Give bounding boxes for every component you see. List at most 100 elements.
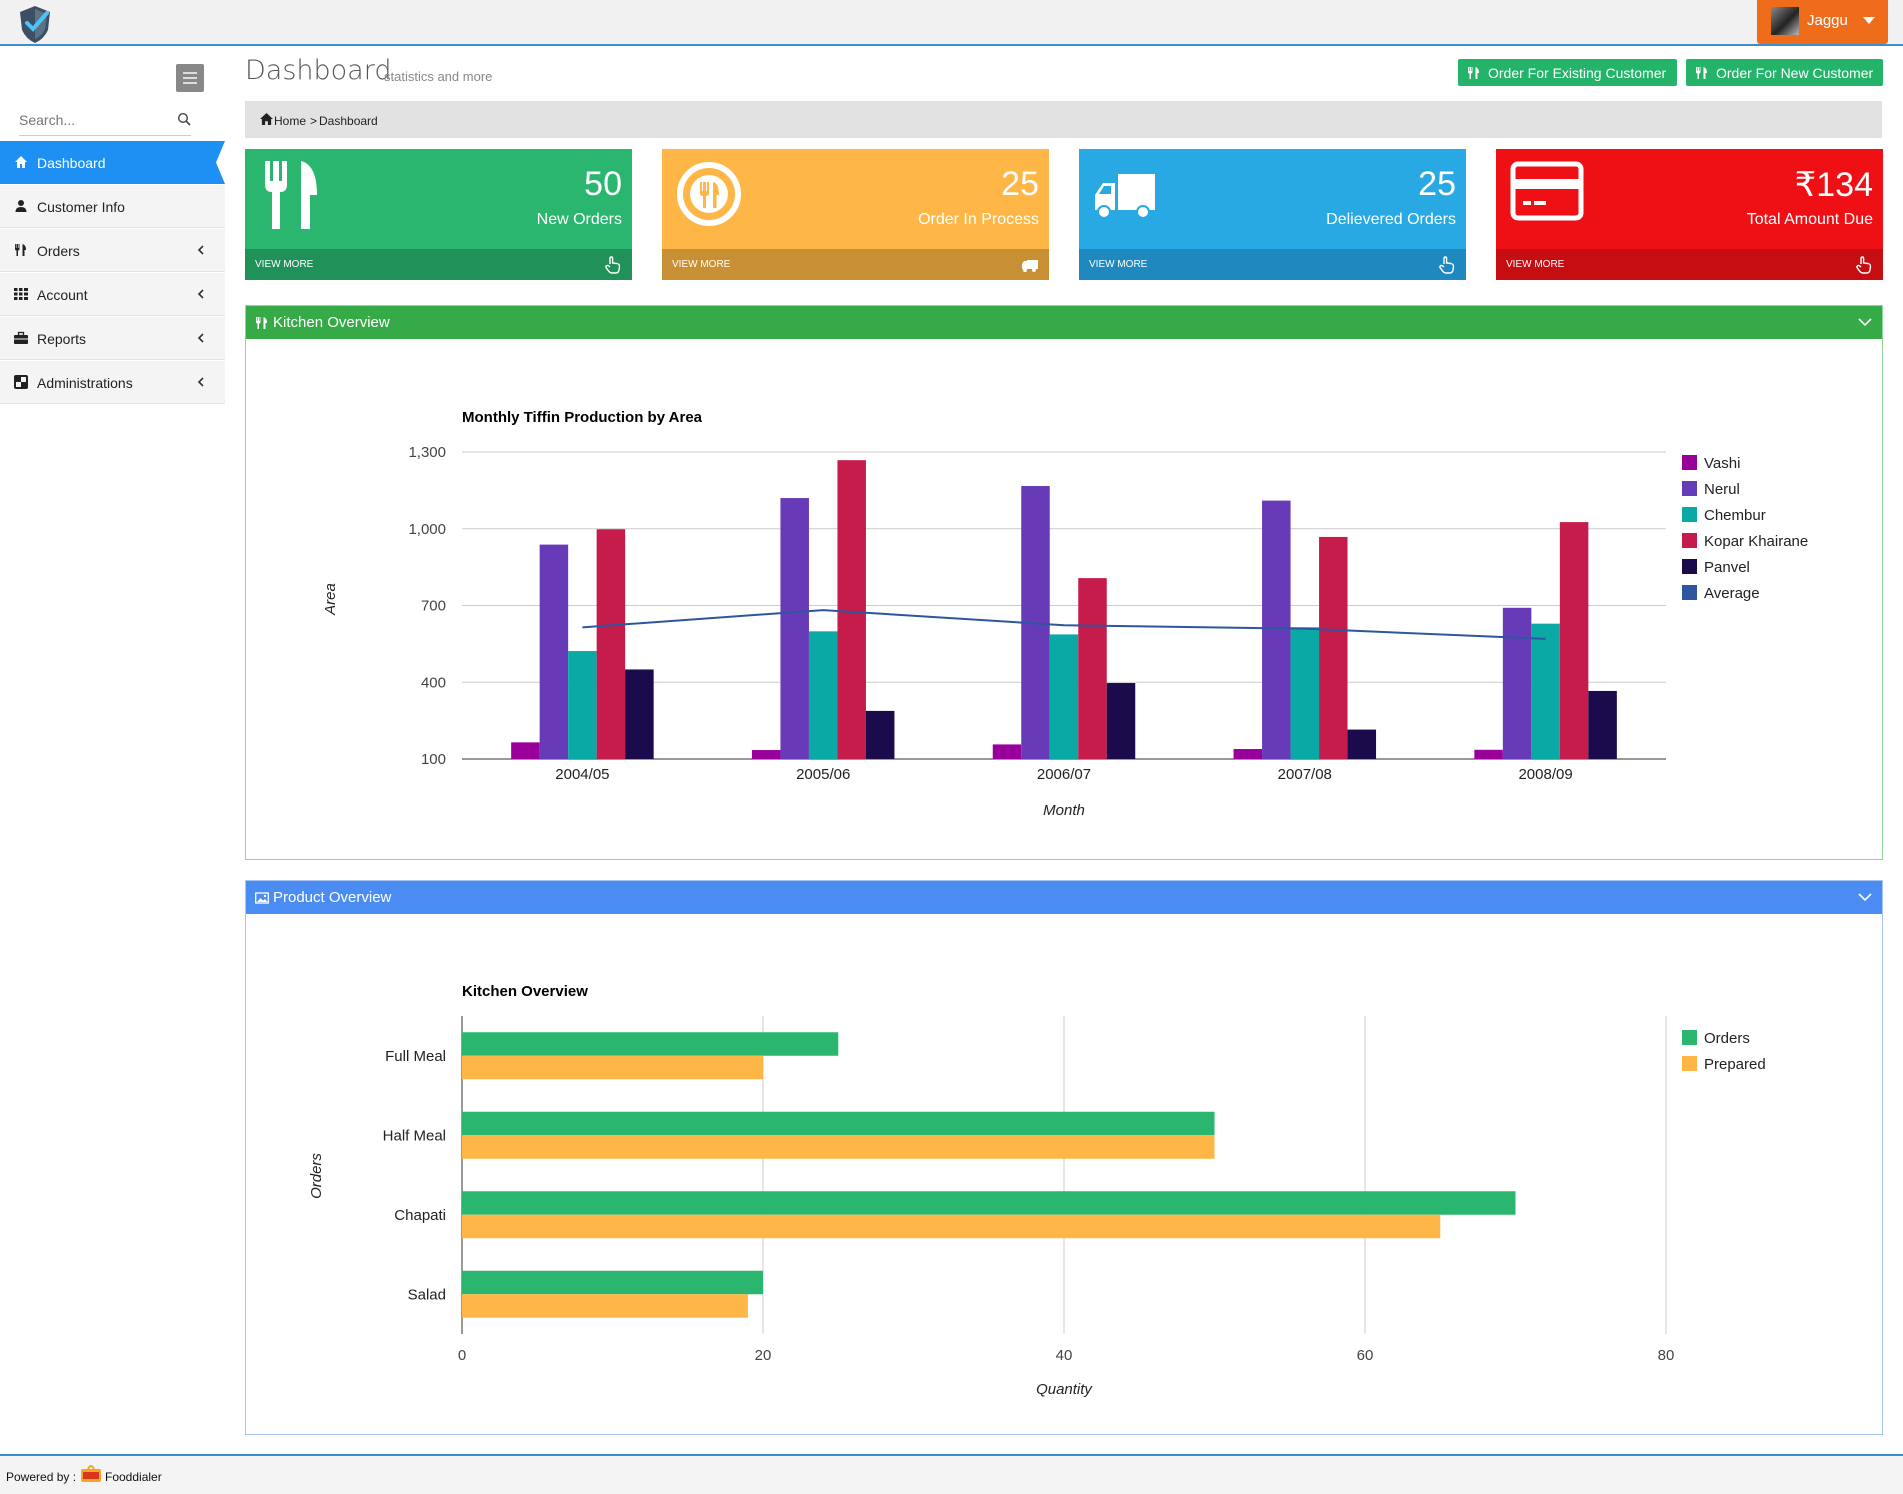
bar: [568, 651, 597, 759]
order-new-customer-button[interactable]: Order For New Customer: [1686, 59, 1883, 86]
grid-list-icon: [14, 288, 28, 300]
legend-swatch: [1682, 455, 1697, 470]
fork-knife-icon: [1468, 67, 1479, 79]
view-more-link[interactable]: VIEW MORE: [1089, 259, 1148, 270]
credit-card-icon: [1510, 161, 1584, 221]
chevron-left-icon: [197, 245, 204, 255]
legend-swatch: [1682, 481, 1697, 496]
legend-swatch: [1682, 1030, 1697, 1045]
bar: [837, 460, 866, 759]
x-tick-label: 2005/06: [796, 766, 850, 783]
stat-card-total-amount-due: ₹134 Total Amount Due VIEW MORE: [1496, 149, 1883, 280]
breadcrumb: Home > Dashboard: [245, 101, 1882, 138]
bar: [1262, 500, 1291, 759]
user-menu[interactable]: Jaggu: [1757, 0, 1888, 44]
chevron-left-icon: [197, 333, 204, 343]
sidebar-item-label: Administrations: [37, 375, 133, 391]
legend-swatch: [1682, 585, 1697, 600]
legend-swatch: [1682, 507, 1697, 522]
chevron-down-icon[interactable]: [1858, 316, 1872, 328]
sidebar-item-administrations[interactable]: Administrations: [0, 361, 225, 404]
hand-pointer-icon: [1439, 256, 1455, 274]
bar: [1347, 729, 1377, 759]
chart-xlabel: Quantity: [1036, 1381, 1093, 1398]
chart-ylabel: Area: [322, 583, 339, 616]
chart-ylabel: Orders: [308, 1153, 325, 1199]
stat-footer-view-more[interactable]: VIEW MORE: [1496, 249, 1883, 280]
bar: [1106, 683, 1136, 759]
x-tick-label: 2004/05: [555, 766, 609, 783]
legend-label: Chembur: [1704, 507, 1766, 524]
home-icon: [15, 156, 27, 168]
breadcrumb-home-link[interactable]: Home: [274, 114, 307, 128]
panel-title: Product Overview: [273, 889, 392, 906]
sidebar-item-dashboard[interactable]: Dashboard: [0, 141, 225, 184]
stat-card-order-in-process: 25 Order In Process VIEW MORE: [662, 149, 1049, 280]
bar: [625, 669, 654, 759]
sidebar-toggle-button[interactable]: [176, 64, 204, 92]
legend-label: Nerul: [1704, 481, 1740, 498]
sidebar-item-label: Account: [37, 287, 88, 303]
panel-header[interactable]: Product Overview: [246, 881, 1882, 914]
view-more-link[interactable]: VIEW MORE: [672, 259, 731, 270]
view-more-link[interactable]: VIEW MORE: [255, 259, 314, 270]
stat-value: 50: [584, 165, 622, 203]
y-tick-label: 1,300: [408, 444, 446, 461]
bar: [462, 1294, 748, 1318]
chart-title: Kitchen Overview: [462, 983, 588, 1000]
active-pointer-icon: [216, 141, 225, 184]
bar: [462, 1214, 1441, 1239]
search-icon[interactable]: [177, 112, 191, 126]
chevron-down-icon[interactable]: [1858, 891, 1872, 903]
bar: [462, 1191, 1516, 1215]
hand-pointer-icon: [1856, 256, 1872, 274]
chevron-left-icon: [197, 377, 204, 387]
avatar: [1771, 7, 1799, 35]
breadcrumb-separator: >: [310, 114, 318, 128]
bar: [511, 742, 540, 759]
footer: Powered by : Fooddialer: [0, 1454, 1903, 1494]
truck-icon: [1095, 174, 1155, 219]
bar: [865, 710, 895, 759]
x-tick-label: 20: [755, 1347, 772, 1364]
bar: [539, 544, 569, 759]
sidebar-item-label: Dashboard: [37, 155, 106, 171]
sidebar-item-reports[interactable]: Reports: [0, 317, 225, 360]
search-input[interactable]: [19, 106, 169, 134]
stat-footer-view-more[interactable]: VIEW MORE: [1079, 249, 1466, 280]
bar: [751, 750, 781, 759]
legend-label: Orders: [1704, 1030, 1750, 1047]
stat-label: Order In Process: [918, 211, 1039, 228]
x-tick-label: 80: [1658, 1347, 1675, 1364]
legend-swatch: [1682, 559, 1697, 574]
stat-footer-view-more[interactable]: VIEW MORE: [662, 249, 1049, 280]
y-tick-label: 1,000: [408, 521, 446, 538]
sidebar-item-orders[interactable]: Orders: [0, 229, 225, 272]
image-icon: [255, 892, 269, 904]
bar: [462, 1135, 1215, 1159]
stat-card-delivered-orders: 25 Delievered Orders VIEW MORE: [1079, 149, 1466, 280]
panel-header[interactable]: Kitchen Overview: [246, 306, 1882, 339]
sidebar-item-customer-info[interactable]: Customer Info: [0, 185, 225, 228]
truck-icon: [1022, 260, 1038, 272]
plate-icon: [677, 162, 741, 226]
bar: [1588, 690, 1617, 759]
sidebar-item-account[interactable]: Account: [0, 273, 225, 316]
breadcrumb-current: Dashboard: [319, 114, 378, 128]
bar: [808, 631, 838, 759]
bar: [462, 1055, 763, 1080]
view-more-link[interactable]: VIEW MORE: [1506, 259, 1565, 270]
x-tick-label: 40: [1056, 1347, 1073, 1364]
bar: [1290, 627, 1320, 759]
order-existing-customer-button[interactable]: Order For Existing Customer: [1458, 59, 1677, 86]
bar: [1559, 522, 1589, 759]
shield-logo-icon[interactable]: [16, 4, 54, 44]
hand-pointer-icon: [605, 256, 621, 274]
bar: [1078, 578, 1107, 759]
kitchen-overview-chart: Kitchen Overview Orders Quantity 0 20 40 60…: [308, 983, 1766, 1398]
legend-label: Panvel: [1704, 559, 1750, 576]
stat-footer-view-more[interactable]: VIEW MORE: [245, 249, 632, 280]
bar: [1319, 536, 1348, 759]
y-tick-label: Full Meal: [385, 1048, 446, 1065]
bar: [1233, 749, 1263, 759]
